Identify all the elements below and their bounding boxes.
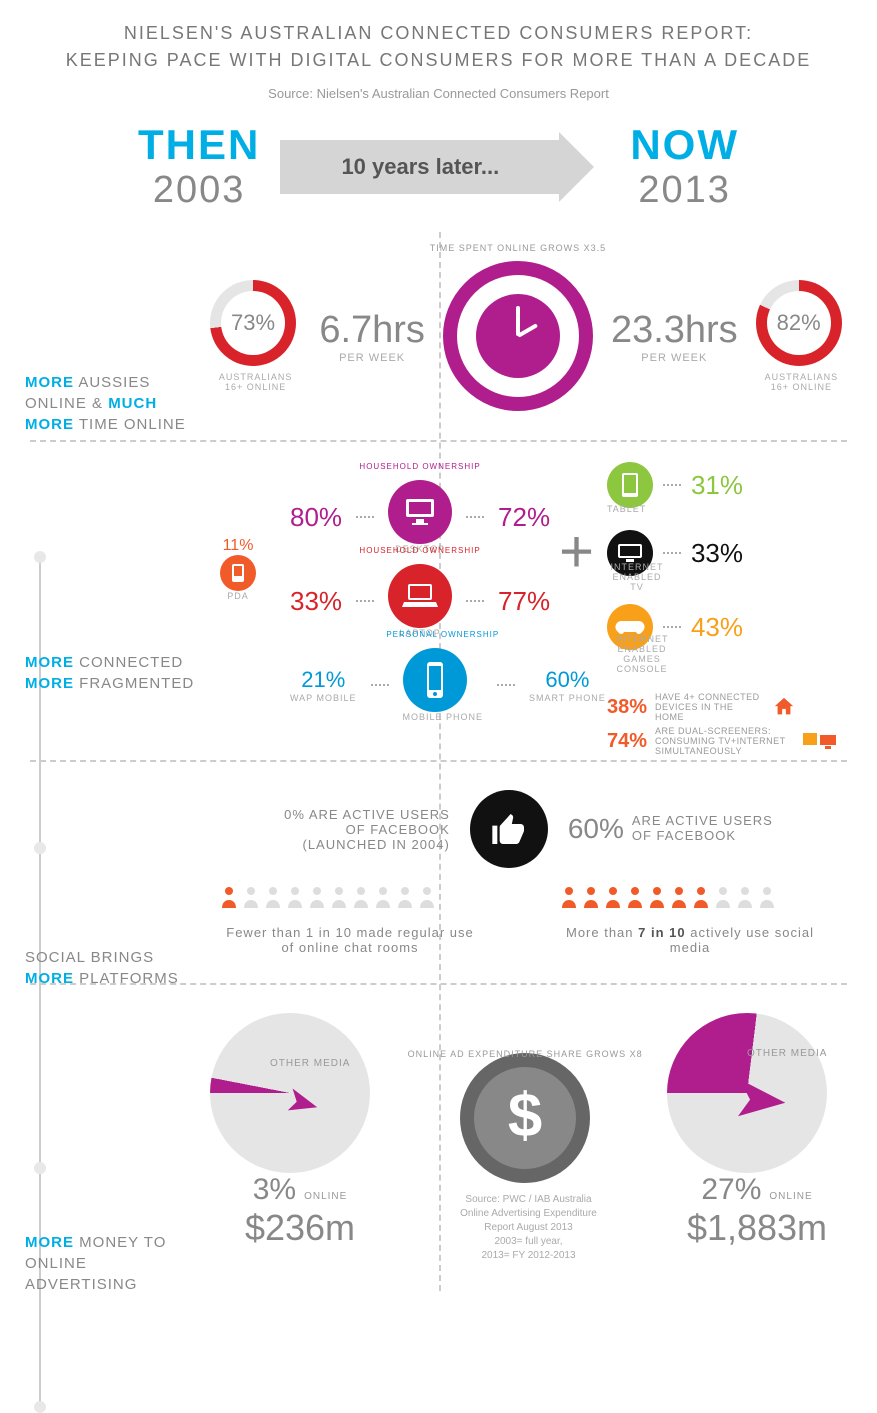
left-labels: MORE AUSSIES ONLINE & MUCH MORE TIME ONL…	[25, 372, 195, 1291]
desktop-icon	[388, 480, 452, 544]
person-icon	[308, 886, 326, 913]
then-donut-wrap: 73% AUSTRALIANS 16+ ONLINE	[210, 280, 301, 392]
dual-screen-icon	[803, 731, 837, 751]
desktop-now-pct: 72%	[498, 502, 550, 533]
ad-then: OTHER MEDIA 3% ONLINE $236m	[210, 1013, 390, 1249]
now-donut-label: AUSTRALIANS 16+ ONLINE	[756, 372, 847, 392]
left-label-2: MORE CONNECTED MORE FRAGMENTED	[25, 652, 194, 694]
person-icon	[418, 886, 436, 913]
left-label-3: SOCIAL BRINGS MORE PLATFORMS	[25, 947, 179, 989]
people-row-then	[220, 886, 480, 913]
person-icon	[626, 886, 644, 913]
now-word: NOW	[630, 121, 739, 169]
dollar-icon: ONLINE AD EXPENDITURE SHARE GROWS X8 $	[460, 1053, 590, 1183]
now-donut-pct: 82%	[777, 310, 821, 336]
person-icon	[758, 886, 776, 913]
itv-row: 33% INTERNET ENABLED TV	[607, 530, 837, 576]
now-year: 2013	[630, 169, 739, 212]
home-icon	[773, 696, 795, 718]
arrow-text: 10 years later...	[341, 154, 499, 180]
then-hours: 6.7hrs PER WEEK	[319, 309, 425, 364]
body-area: MORE AUSSIES ONLINE & MUCH MORE TIME ONL…	[30, 232, 847, 1291]
person-icon	[352, 886, 370, 913]
laptop-icon	[388, 564, 452, 628]
now-donut-wrap: 82% AUSTRALIANS 16+ ONLINE	[756, 280, 847, 392]
fact-devices-home: 38% HAVE 4+ CONNECTED DEVICES IN THE HOM…	[607, 692, 837, 722]
person-icon	[648, 886, 666, 913]
person-icon	[242, 886, 260, 913]
source-bottom: Source: PWC / IAB Australia Online Adver…	[460, 1193, 597, 1263]
ad-center: ONLINE AD EXPENDITURE SHARE GROWS X8 $ S…	[460, 1013, 597, 1263]
tablet-row: 31% TABLET	[607, 462, 837, 508]
left-label-1: MORE AUSSIES ONLINE & MUCH MORE TIME ONL…	[25, 372, 195, 435]
social-now-text: 60% ARE ACTIVE USERS OF FACEBOOK	[568, 813, 773, 845]
source-top: Source: Nielsen's Australian Connected C…	[30, 86, 847, 101]
mobile-icon	[403, 648, 467, 712]
laptop-then-pct: 33%	[290, 586, 342, 617]
tablet-icon	[607, 462, 653, 508]
left-label-4: MORE MONEY TO ONLINE ADVERTISING	[25, 1232, 195, 1295]
svg-text:$: $	[508, 1083, 542, 1151]
people-row-now	[560, 886, 820, 913]
clock-wrap: TIME SPENT ONLINE GROWS X3.5	[443, 261, 593, 411]
header: THEN 2003 10 years later... NOW 2013	[30, 121, 847, 212]
fact-dual-screen: 74% ARE DUAL-SCREENERS: CONSUMING TV+INT…	[607, 726, 837, 756]
social-then-text: 0% ARE ACTIVE USERS OF FACEBOOK (LAUNCHE…	[284, 807, 450, 852]
person-icon	[264, 886, 282, 913]
clock-icon	[443, 261, 593, 411]
then-donut: 73%	[210, 280, 296, 366]
now-hours: 23.3hrs PER WEEK	[611, 309, 738, 364]
person-icon	[582, 886, 600, 913]
now-block: NOW 2013	[630, 121, 739, 212]
then-block: THEN 2003	[138, 121, 260, 212]
then-donut-pct: 73%	[231, 310, 275, 336]
ad-then-amount: $236m	[210, 1207, 390, 1249]
then-donut-label: AUSTRALIANS 16+ ONLINE	[210, 372, 301, 392]
title-line1: NIELSEN'S AUSTRALIAN CONNECTED CONSUMERS…	[124, 23, 753, 43]
pda-block: 11% PDA	[220, 537, 256, 601]
now-donut: 82%	[756, 280, 842, 366]
thumbs-up-icon	[470, 790, 548, 868]
person-icon	[330, 886, 348, 913]
right-devices: + 31% TABLET 33% INTERNET ENABLED TV	[607, 462, 837, 756]
then-word: THEN	[138, 121, 260, 169]
person-icon	[670, 886, 688, 913]
social-now-col: More than 7 in 10 actively use social me…	[560, 874, 820, 955]
person-icon	[604, 886, 622, 913]
desktop-then-pct: 80%	[290, 502, 342, 533]
person-icon	[374, 886, 392, 913]
person-icon	[286, 886, 304, 913]
person-icon	[736, 886, 754, 913]
console-row: 43% INTERNET ENABLED GAMES CONSOLE	[607, 604, 837, 650]
ad-now: OTHER MEDIA 27% ONLINE $1,883m	[667, 1013, 847, 1249]
plus-icon: +	[559, 517, 594, 586]
person-icon	[220, 886, 238, 913]
then-year: 2003	[138, 169, 260, 212]
pda-icon	[220, 555, 256, 591]
social-then-col: Fewer than 1 in 10 made regular use of o…	[220, 874, 480, 955]
person-icon	[714, 886, 732, 913]
laptop-now-pct: 77%	[498, 586, 550, 617]
person-icon	[692, 886, 710, 913]
clock-label: TIME SPENT ONLINE GROWS X3.5	[430, 243, 606, 253]
person-icon	[560, 886, 578, 913]
person-icon	[396, 886, 414, 913]
arrow-box: 10 years later...	[280, 140, 560, 194]
title-line2: KEEPING PACE WITH DIGITAL CONSUMERS FOR …	[66, 50, 811, 70]
ad-now-amount: $1,883m	[667, 1207, 847, 1249]
title: NIELSEN'S AUSTRALIAN CONNECTED CONSUMERS…	[30, 20, 847, 74]
